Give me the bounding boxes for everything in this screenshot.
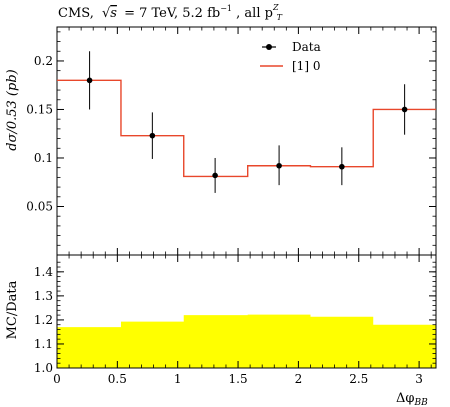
main-y-tick-label: 0.1 [34,151,53,165]
legend-item-data: Data [262,40,321,54]
data-point [149,132,156,139]
chart-title: CMS, √s = 7 TeV, 5.2 fb−1 , all pZ T [58,0,283,22]
main-plot-area: 0.05 0.1 0.15 0.2 [26,26,437,256]
data-point [401,106,408,113]
main-y-tick-label: 0.05 [26,199,53,213]
x-axis-label: ΔφBB [396,391,428,407]
main-y-tick-label: 0.2 [34,54,53,68]
ratio-y-tick-label: 1.3 [34,289,53,303]
legend-item-prediction: [1] 0 [260,59,320,73]
legend-label-data: Data [292,40,321,54]
ratio-y-tick-label: 1.2 [34,313,53,327]
ratio-y-tick-label: 1.0 [34,361,53,375]
prediction-histogram [57,79,436,178]
legend: Data [1] 0 [260,40,321,73]
data-point [276,162,282,169]
x-tick-label: 0 [53,372,61,386]
data-point [86,77,93,84]
data-point [212,172,218,179]
x-tick-label: 1.5 [229,372,248,386]
ratio-frame [56,254,437,369]
main-y-tick-label: 0.15 [26,102,53,116]
legend-data-marker [266,44,272,50]
x-tick-label: 0.5 [108,372,127,386]
x-tick-label: 1 [174,372,182,386]
ratio-y-tick-label: 1.1 [34,337,53,351]
ratio-band [57,314,436,368]
main-frame [56,26,437,256]
ratio-y-axis-label: MC/Data [5,280,20,339]
x-tick-label: 2 [295,372,303,386]
legend-label-prediction: [1] 0 [292,59,320,73]
ratio-y-tick-label: 1.4 [34,265,53,279]
main-y-axis-label: dσ/0.53 (pb) [5,69,20,150]
x-tick-label: 2.5 [349,372,368,386]
x-tick-label: 3 [415,372,423,386]
data-point [339,163,345,170]
svg-text:CMS, √s = 7 TeV, 5: CMS, √s = 7 TeV, 5.2 fb−1 , all pZ T [58,0,283,22]
ratio-plot-area: 1.0 1.1 1.2 1.3 1.4 0 0.5 1 1.5 2 2.5 3 [34,254,437,386]
